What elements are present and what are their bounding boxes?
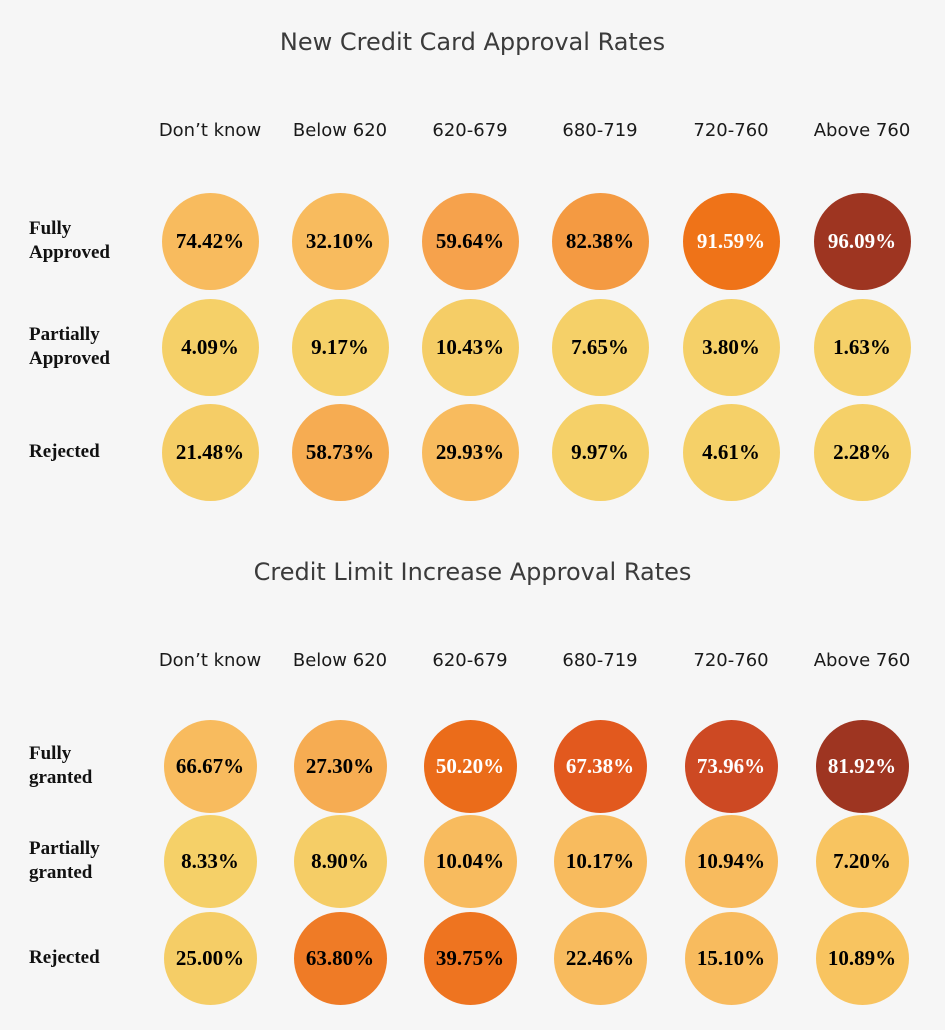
row-label: Rejected xyxy=(29,441,100,462)
value-label: 15.10% xyxy=(696,945,766,970)
value-label: 96.09% xyxy=(827,228,897,253)
value-bubble: 4.09% xyxy=(161,298,259,396)
value-label: 74.42% xyxy=(175,228,245,253)
value-label: 27.30% xyxy=(305,753,375,778)
value-bubble: 10.43% xyxy=(421,298,519,396)
value-label: 21.48% xyxy=(175,439,245,464)
value-bubble: 91.59% xyxy=(682,192,780,290)
value-label: 81.92% xyxy=(827,753,897,778)
value-bubble: 81.92% xyxy=(815,719,909,813)
column-label: Don’t know xyxy=(158,650,262,671)
value-bubble: 2.28% xyxy=(813,403,911,501)
value-bubble: 50.20% xyxy=(423,719,517,813)
value-bubble: 73.96% xyxy=(684,719,778,813)
value-bubble: 96.09% xyxy=(813,192,911,290)
value-label: 91.59% xyxy=(696,228,766,253)
value-label: 8.33% xyxy=(181,848,239,873)
column-label: Above 760 xyxy=(813,120,911,141)
value-label: 29.93% xyxy=(435,439,505,464)
value-label: 82.38% xyxy=(565,228,635,253)
value-bubble: 63.80% xyxy=(293,911,387,1005)
value-label: 22.46% xyxy=(565,945,635,970)
column-label: 680-719 xyxy=(562,120,638,141)
credit-limit-increase-chart: Credit Limit Increase Approval Rates Don… xyxy=(0,530,945,1030)
value-label: 4.09% xyxy=(181,334,239,359)
row-label: Fully Approved xyxy=(29,218,110,263)
value-bubble: 27.30% xyxy=(293,719,387,813)
value-bubble: 9.17% xyxy=(291,298,389,396)
value-label: 7.65% xyxy=(571,334,629,359)
value-label: 8.90% xyxy=(311,848,369,873)
chart-title: New Credit Card Approval Rates xyxy=(279,28,666,56)
value-bubble: 25.00% xyxy=(163,911,257,1005)
value-bubble: 74.42% xyxy=(161,192,259,290)
value-bubble: 10.17% xyxy=(553,814,647,908)
column-label: Don’t know xyxy=(158,120,262,141)
value-label: 10.43% xyxy=(435,334,505,359)
value-bubble: 58.73% xyxy=(291,403,389,501)
column-label: 720-760 xyxy=(693,650,769,671)
row-label: Fully granted xyxy=(29,743,93,788)
column-label: 620-679 xyxy=(432,650,508,671)
column-label: Above 760 xyxy=(813,650,911,671)
row-label: Partially granted xyxy=(29,838,100,883)
chart-title: Credit Limit Increase Approval Rates xyxy=(253,558,692,586)
value-bubble: 7.65% xyxy=(551,298,649,396)
value-bubble: 39.75% xyxy=(423,911,517,1005)
column-label: Below 620 xyxy=(292,120,388,141)
value-label: 66.67% xyxy=(175,753,245,778)
value-bubble: 4.61% xyxy=(682,403,780,501)
value-label: 10.94% xyxy=(696,848,766,873)
value-bubble: 7.20% xyxy=(815,814,909,908)
value-bubble: 66.67% xyxy=(163,719,257,813)
value-bubble: 8.90% xyxy=(293,814,387,908)
value-bubble: 29.93% xyxy=(421,403,519,501)
column-label: 720-760 xyxy=(693,120,769,141)
value-label: 25.00% xyxy=(175,945,245,970)
value-bubble: 8.33% xyxy=(163,814,257,908)
value-label: 2.28% xyxy=(833,439,891,464)
value-bubble: 10.89% xyxy=(815,911,909,1005)
value-bubble: 10.04% xyxy=(423,814,517,908)
value-bubble: 82.38% xyxy=(551,192,649,290)
value-label: 67.38% xyxy=(565,753,635,778)
value-label: 7.20% xyxy=(833,848,891,873)
value-label: 3.80% xyxy=(702,334,760,359)
value-label: 58.73% xyxy=(305,439,375,464)
value-label: 10.17% xyxy=(565,848,635,873)
value-label: 10.04% xyxy=(435,848,505,873)
value-bubble: 67.38% xyxy=(553,719,647,813)
row-label: Rejected xyxy=(29,947,100,968)
row-label: Partially Approved xyxy=(29,324,110,369)
value-bubble: 10.94% xyxy=(684,814,778,908)
value-bubble: 1.63% xyxy=(813,298,911,396)
value-label: 1.63% xyxy=(833,334,891,359)
value-bubble: 9.97% xyxy=(551,403,649,501)
value-label: 39.75% xyxy=(435,945,505,970)
value-label: 63.80% xyxy=(305,945,375,970)
column-label: Below 620 xyxy=(292,650,388,671)
value-label: 9.17% xyxy=(311,334,369,359)
value-label: 10.89% xyxy=(827,945,897,970)
value-label: 50.20% xyxy=(435,753,505,778)
column-label: 680-719 xyxy=(562,650,638,671)
value-bubble: 59.64% xyxy=(421,192,519,290)
value-label: 59.64% xyxy=(435,228,505,253)
value-label: 4.61% xyxy=(702,439,760,464)
value-label: 32.10% xyxy=(305,228,375,253)
value-label: 9.97% xyxy=(571,439,629,464)
value-bubble: 21.48% xyxy=(161,403,259,501)
value-bubble: 32.10% xyxy=(291,192,389,290)
value-bubble: 3.80% xyxy=(682,298,780,396)
new-credit-card-chart: New Credit Card Approval Rates Don’t kno… xyxy=(0,0,945,501)
column-label: 620-679 xyxy=(432,120,508,141)
value-bubble: 22.46% xyxy=(553,911,647,1005)
value-bubble: 15.10% xyxy=(684,911,778,1005)
value-label: 73.96% xyxy=(696,753,766,778)
